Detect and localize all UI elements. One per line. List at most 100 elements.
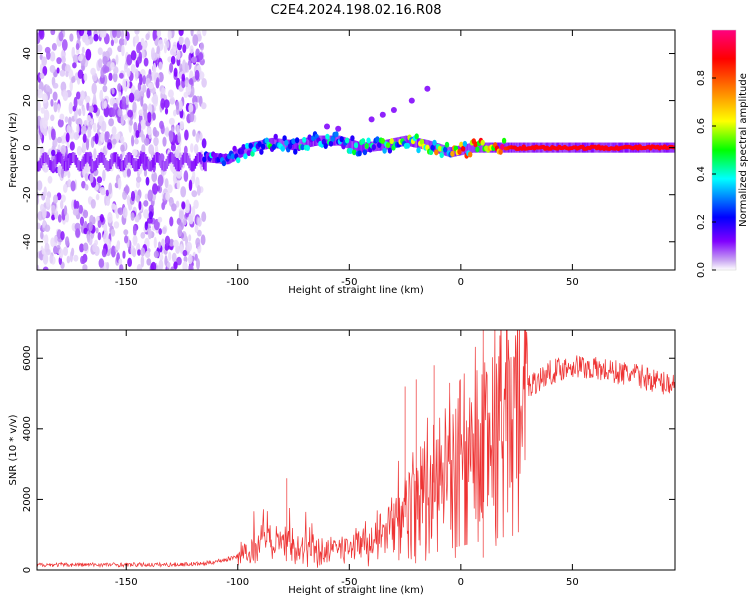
ridge-band [300, 138, 304, 149]
noise-speckle [51, 149, 56, 156]
ridge-band [347, 138, 350, 149]
noise-speckle [142, 84, 147, 93]
noise-speckle [50, 30, 56, 36]
x-tick-label: 50 [566, 577, 579, 588]
noise-speckle [152, 126, 157, 137]
noise-speckle [179, 63, 183, 73]
spectrogram-x-ticks: -150 -100 -50 0 50 [115, 30, 579, 288]
noise-speckle [91, 82, 97, 95]
spectrogram-panel: -150 -100 -50 0 50 -40 -20 0 20 40 Height of str… [8, 29, 676, 296]
noise-speckle [142, 75, 147, 85]
noise-speckle [132, 224, 137, 237]
ridge-band [269, 138, 273, 149]
noise-speckle [122, 78, 127, 90]
ridge-mark [428, 149, 434, 156]
ridge-band [200, 154, 203, 165]
y-tick-label: 2000 [22, 487, 33, 512]
ridge-band [85, 152, 88, 163]
y-tick-label: 0 [22, 567, 33, 573]
ridge-mark [344, 137, 350, 144]
noise-speckle [42, 207, 47, 219]
noise-speckle [143, 169, 148, 177]
noise-speckle [65, 132, 70, 143]
noise-speckle [53, 235, 59, 246]
y-tick-label: 0 [22, 144, 33, 150]
noise-speckle [113, 221, 120, 229]
noise-speckle [47, 125, 51, 135]
noise-speckle [102, 85, 108, 93]
noise-speckle [159, 120, 164, 130]
noise-speckle [140, 255, 145, 268]
noise-speckle [169, 98, 176, 105]
x-tick-label: -150 [115, 577, 138, 588]
ridge-mark [443, 146, 448, 153]
noise-speckle [188, 215, 194, 225]
noise-speckle [163, 44, 167, 54]
noise-speckle [40, 107, 45, 114]
noise-speckle [81, 46, 85, 54]
noise-speckle [100, 131, 105, 143]
ridge-mark [257, 141, 262, 148]
noise-speckle [126, 54, 133, 66]
noise-speckle [143, 41, 148, 49]
noise-speckle [142, 103, 148, 112]
noise-speckle [87, 234, 91, 243]
noise-speckle [148, 211, 153, 220]
noise-speckle [169, 216, 174, 227]
noise-speckle [56, 57, 62, 65]
ridge-mark [414, 133, 419, 140]
noise-speckle [132, 247, 137, 258]
noise-speckle [53, 194, 58, 204]
noise-speckle [108, 118, 114, 127]
noise-speckle [73, 254, 79, 262]
ridge-band [79, 161, 83, 172]
noise-speckle [68, 102, 74, 114]
colorbar-label: Normalized spectral amplitude [738, 73, 749, 227]
noise-speckle [171, 203, 177, 212]
noise-speckle [41, 56, 47, 67]
noise-speckle [168, 251, 172, 261]
noise-speckle [157, 174, 164, 187]
noise-speckle [123, 229, 129, 236]
ridge-mark [375, 136, 380, 143]
ridge-band [161, 160, 164, 171]
noise-speckle [83, 73, 88, 82]
y-tick-label: 40 [22, 47, 33, 60]
noise-speckle [102, 55, 108, 65]
ridge-band [89, 156, 92, 167]
noise-speckle [180, 186, 187, 198]
noise-speckle [123, 38, 128, 46]
ridge-mark [430, 144, 435, 151]
ridge-band [414, 137, 417, 148]
noise-speckle [127, 257, 132, 267]
noise-speckle [158, 72, 164, 83]
noise-speckle [136, 43, 141, 54]
ridge-mark [273, 133, 278, 140]
noise-speckle [143, 57, 149, 67]
ridge-band [180, 157, 183, 168]
ridge-band [94, 160, 98, 171]
noise-speckle [147, 189, 153, 202]
ridge-band [50, 161, 53, 172]
noise-speckle [42, 253, 49, 265]
ridge-mark [385, 142, 391, 149]
ridge-band [473, 142, 476, 153]
ridge-band [308, 137, 312, 148]
ridge-band [83, 153, 87, 164]
ridge-mark [252, 146, 257, 153]
noise-speckle [61, 55, 66, 64]
noise-speckle [165, 191, 171, 201]
y-tick-label: 4000 [22, 416, 33, 441]
noise-speckle [112, 138, 117, 145]
noise-speckle [148, 103, 153, 115]
noise-speckle [189, 111, 195, 123]
ridge-band [148, 161, 151, 172]
ridge-band [192, 160, 195, 171]
noise-speckle [76, 145, 82, 156]
noise-speckle [158, 241, 161, 249]
ridge-band [87, 153, 91, 164]
spectrogram-y-label: Frequency (Hz) [8, 112, 19, 188]
noise-speckle [134, 30, 140, 35]
noise-speckle [120, 264, 124, 270]
ridge-band [134, 161, 138, 172]
